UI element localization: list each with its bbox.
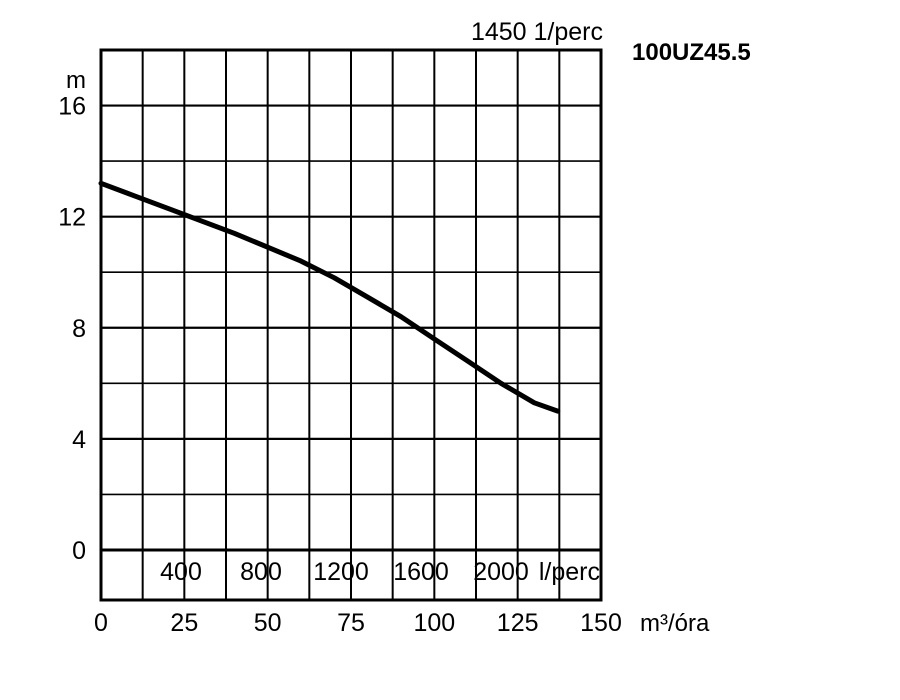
x-unit-label: m³/óra bbox=[640, 610, 710, 637]
secondary-x-tick-label: 400 bbox=[160, 558, 202, 586]
secondary-x-unit-label: l/perc bbox=[539, 558, 600, 586]
x-tick-label: 100 bbox=[413, 609, 455, 637]
y-tick-label: 12 bbox=[58, 204, 86, 232]
secondary-x-tick-label: 800 bbox=[240, 558, 282, 586]
secondary-x-tick-label: 1600 bbox=[393, 558, 449, 586]
speed-label: 1450 1/perc bbox=[471, 18, 603, 46]
y-tick-labels: 0 4 8 12 16 bbox=[58, 93, 86, 565]
y-tick-label: 16 bbox=[58, 93, 86, 121]
x-tick-label: 75 bbox=[337, 609, 365, 637]
y-tick-label: 0 bbox=[72, 537, 86, 565]
y-tick-label: 4 bbox=[72, 426, 86, 454]
secondary-x-tick-label: 1200 bbox=[313, 558, 369, 586]
x-tick-label: 50 bbox=[254, 609, 282, 637]
secondary-x-tick-labels: 400 800 1200 1600 2000 bbox=[160, 558, 529, 586]
x-tick-label: 0 bbox=[94, 609, 108, 637]
x-tick-label: 125 bbox=[497, 609, 539, 637]
x-tick-labels: 0 25 50 75 100 125 150 bbox=[94, 609, 622, 637]
x-tick-label: 25 bbox=[170, 609, 198, 637]
y-tick-label: 8 bbox=[72, 315, 86, 343]
y-unit-label: m bbox=[66, 67, 86, 94]
x-tick-label: 150 bbox=[580, 609, 622, 637]
model-label: 100UZ45.5 bbox=[632, 39, 751, 66]
plot-frame bbox=[99, 48, 603, 602]
grid bbox=[101, 50, 601, 600]
series-line bbox=[98, 180, 561, 414]
secondary-x-tick-label: 2000 bbox=[473, 558, 529, 586]
